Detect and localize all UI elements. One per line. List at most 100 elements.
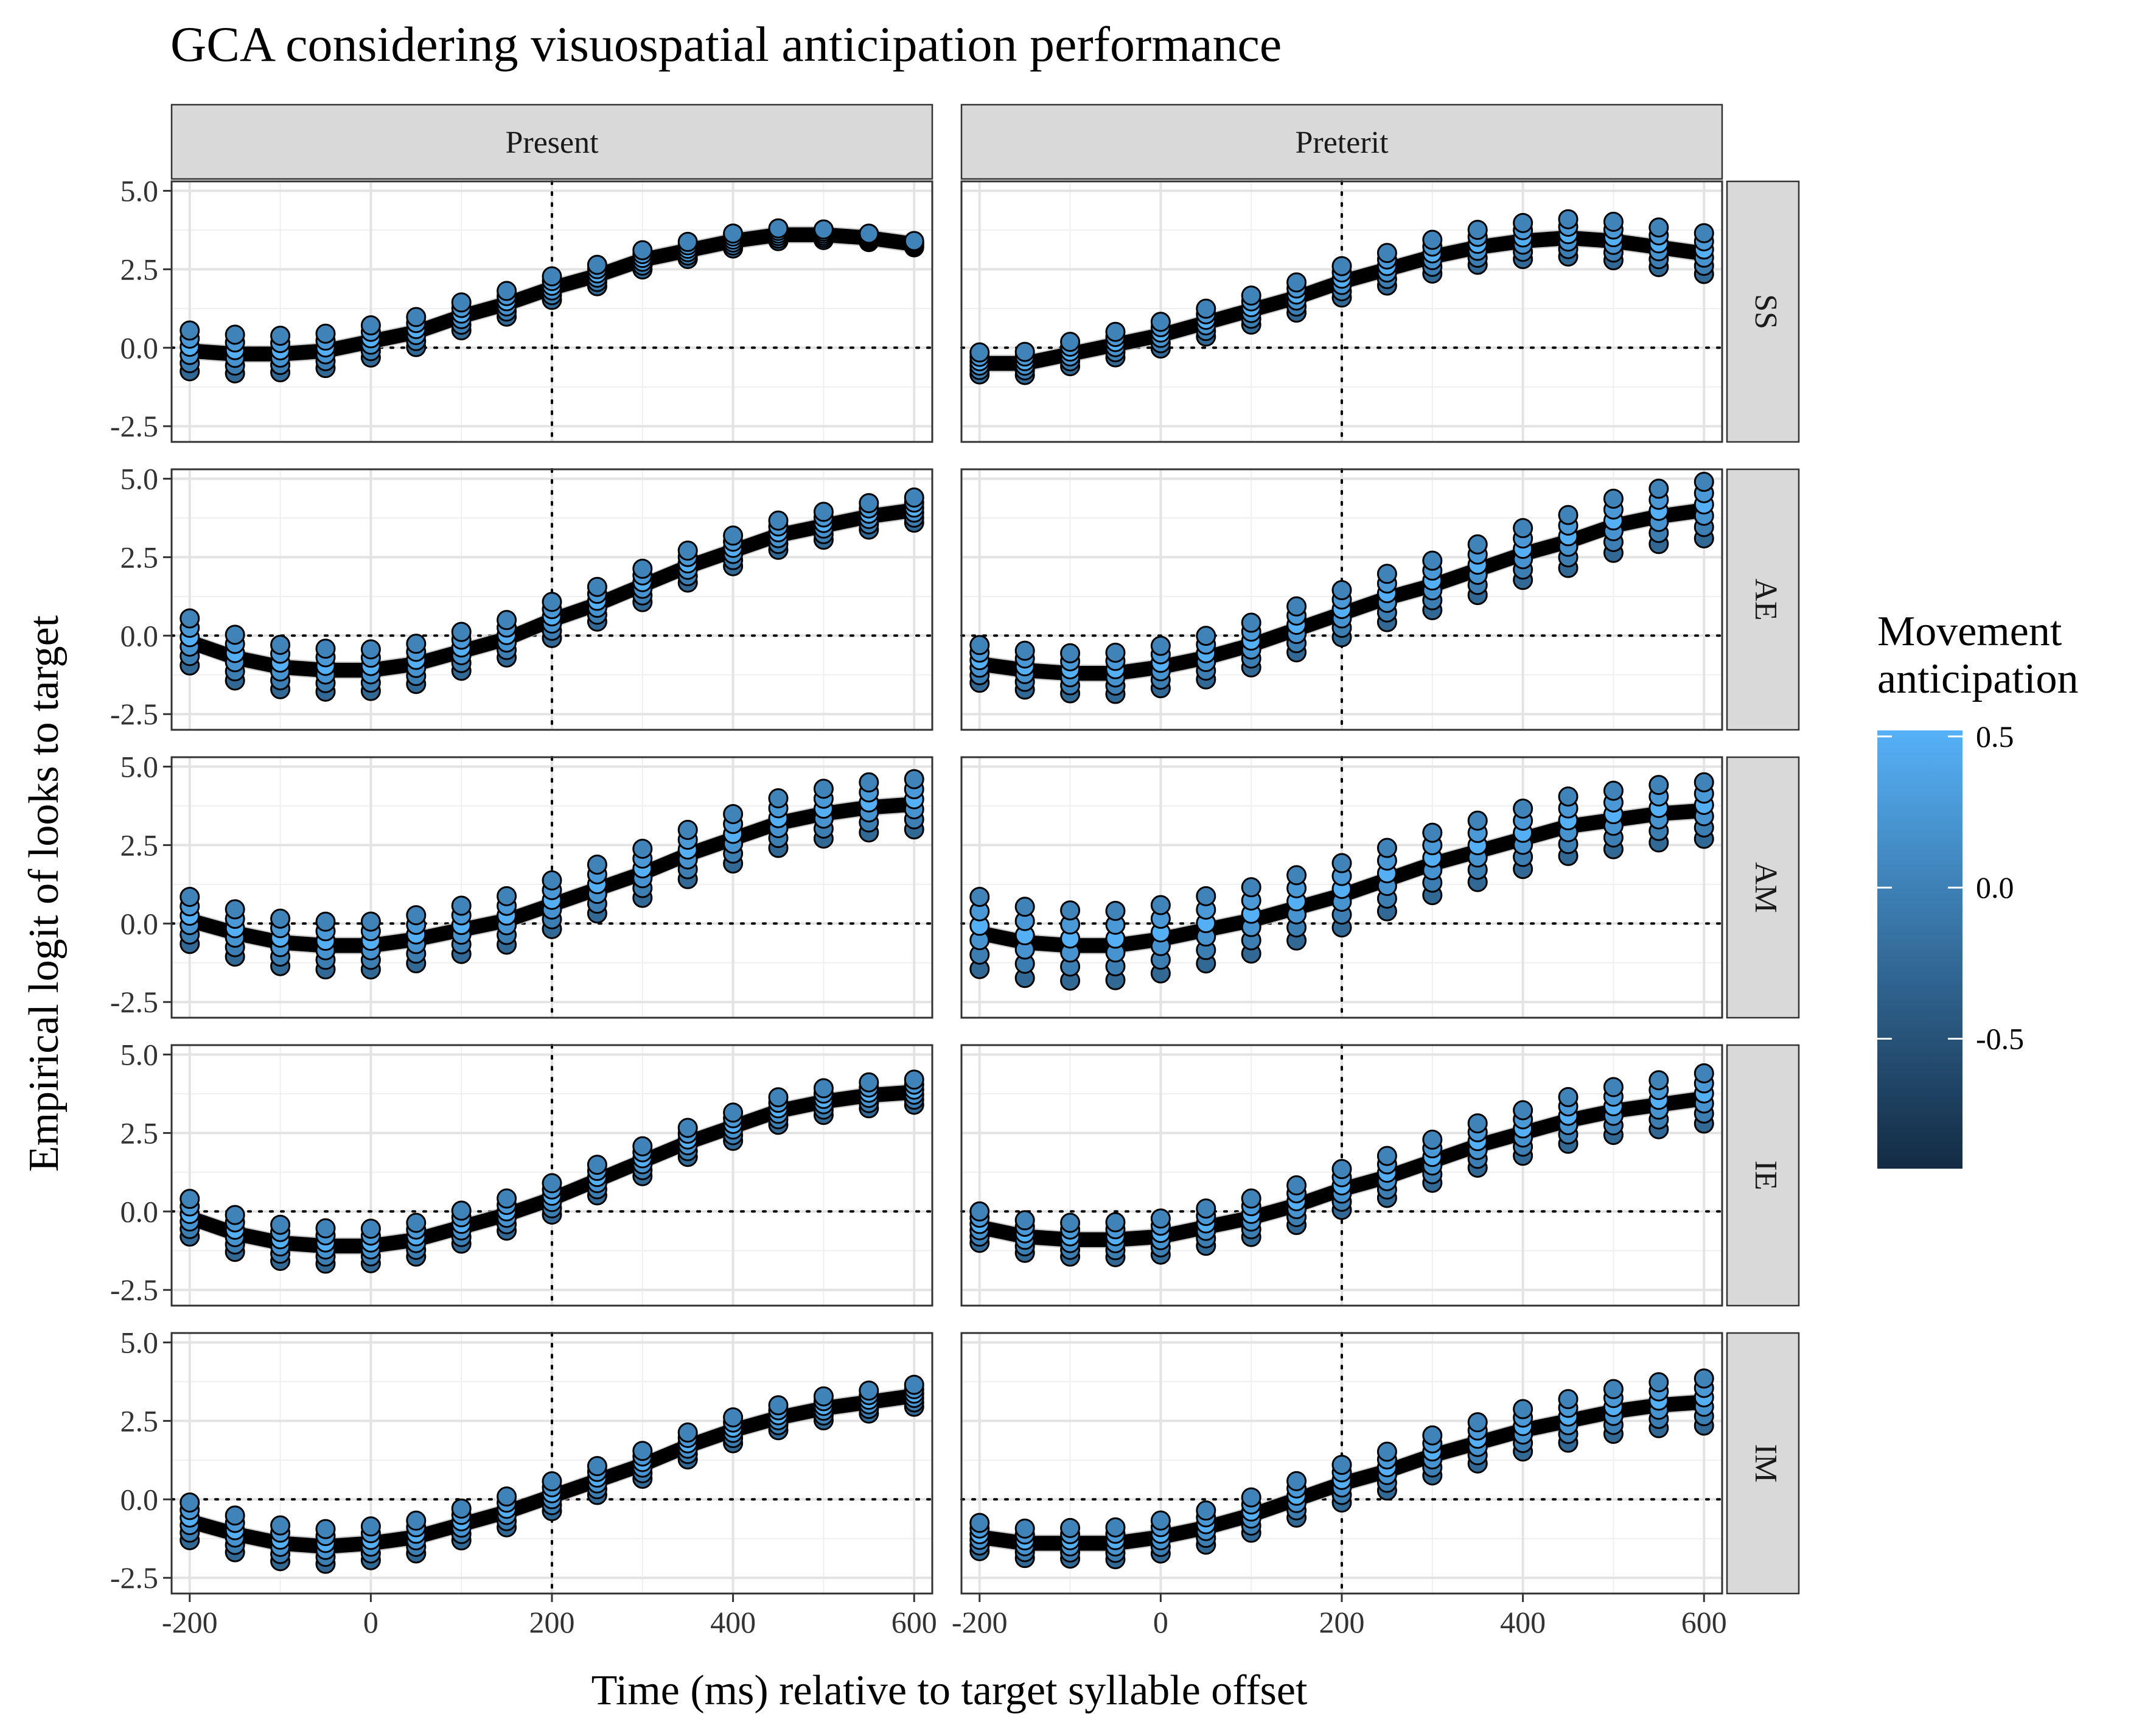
y-tick-label: -2.5	[110, 697, 158, 731]
data-point	[723, 223, 744, 244]
data-point	[1467, 220, 1488, 240]
data-point	[1694, 772, 1714, 793]
data-point	[1558, 1389, 1579, 1410]
data-point	[632, 240, 653, 261]
data-point	[1422, 229, 1443, 250]
data-point	[1105, 901, 1126, 922]
data-point	[1558, 786, 1579, 807]
data-point	[1603, 1077, 1624, 1097]
data-point	[1150, 635, 1171, 656]
row-strip-label: IM	[1748, 1444, 1783, 1483]
data-point	[225, 625, 245, 645]
y-tick-label: 5.0	[120, 461, 159, 495]
data-point	[1105, 321, 1126, 342]
data-point	[1286, 1175, 1307, 1195]
panel-border	[170, 468, 933, 731]
data-point	[768, 1395, 789, 1416]
row-strip	[1726, 180, 1800, 443]
data-point	[768, 510, 789, 531]
data-point	[859, 772, 879, 793]
data-point	[1513, 518, 1533, 539]
y-tick-label: -2.5	[110, 1561, 158, 1595]
data-point	[180, 608, 200, 629]
data-point	[587, 254, 607, 275]
row-strip-label: AE	[1748, 578, 1783, 620]
data-point	[813, 1386, 834, 1407]
y-tick-label: 0.0	[120, 1482, 159, 1516]
data-point	[1196, 1500, 1216, 1521]
data-point	[315, 323, 336, 344]
data-point	[1286, 596, 1307, 617]
data-point	[969, 886, 990, 907]
data-point	[587, 1456, 607, 1477]
data-point	[180, 320, 200, 341]
data-point	[1422, 1425, 1443, 1446]
data-point	[1467, 1412, 1488, 1433]
y-tick-label: 5.0	[120, 173, 159, 208]
facet-panel: -2.5 0.0 2.5 5.0	[110, 749, 933, 1019]
x-tick-label: 200	[529, 1605, 575, 1639]
data-point	[1648, 775, 1669, 796]
color-legend: Movement anticipation 0.5 0.0 -0.5	[1877, 608, 2078, 1169]
data-point	[1467, 1113, 1488, 1134]
x-tick-label: 400	[1500, 1605, 1546, 1639]
data-point	[1513, 1399, 1533, 1419]
data-point	[1241, 1188, 1261, 1209]
data-point	[677, 1118, 698, 1138]
data-point	[969, 635, 990, 656]
facet-panel: -2.5 0.0 2.5 5.0	[110, 461, 933, 731]
data-point	[859, 493, 879, 514]
y-axis-title: Empirical logit of looks to target	[21, 615, 68, 1172]
row-strip	[1726, 468, 1800, 731]
data-point	[904, 1374, 924, 1395]
facet-panels: Present PreteritSSAEAMIEIM-2.50.02.55.0-2…	[110, 103, 1800, 1639]
data-point	[1241, 877, 1261, 898]
data-point	[1422, 822, 1443, 843]
data-point	[497, 886, 517, 906]
data-point	[1105, 642, 1126, 663]
data-point	[1603, 211, 1624, 232]
data-point	[360, 639, 381, 660]
data-point	[723, 525, 744, 546]
facet-panel	[960, 180, 1723, 443]
x-tick-label: 0	[1153, 1605, 1168, 1639]
data-point	[1150, 1208, 1171, 1229]
data-point	[542, 592, 562, 612]
data-point	[1060, 332, 1081, 352]
legend-colorbar	[1877, 730, 1962, 1169]
data-point	[1150, 312, 1171, 332]
y-tick-label: 0.0	[120, 331, 159, 365]
x-tick-label: 600	[891, 1605, 937, 1639]
y-tick-label: -2.5	[110, 409, 158, 443]
data-point	[406, 905, 427, 926]
data-point	[1467, 534, 1488, 555]
panel-border	[170, 180, 933, 443]
data-point	[677, 819, 698, 840]
column-strip-label: Preterit	[1295, 125, 1389, 160]
data-point	[1376, 838, 1397, 858]
data-point	[1105, 1517, 1126, 1538]
x-tick-label: -200	[162, 1605, 218, 1639]
data-point	[1196, 626, 1216, 646]
data-point	[1286, 865, 1307, 886]
data-point	[315, 1519, 336, 1539]
data-point	[1105, 1212, 1126, 1233]
data-point	[1422, 550, 1443, 571]
data-point	[270, 908, 291, 929]
y-tick-label: 2.5	[120, 540, 159, 574]
y-tick-label: 0.0	[120, 906, 159, 940]
y-tick-label: -2.5	[110, 985, 158, 1019]
x-axis-title: Time (ms) relative to target syllable of…	[591, 1667, 1308, 1714]
data-point	[225, 899, 245, 920]
data-point	[1060, 900, 1081, 921]
data-point	[1196, 1198, 1216, 1219]
data-point	[904, 769, 924, 789]
data-point	[1603, 780, 1624, 801]
data-point	[360, 911, 381, 932]
data-point	[542, 266, 562, 287]
data-point	[587, 576, 607, 597]
data-point	[1558, 505, 1579, 525]
data-point	[859, 223, 879, 244]
facet-panel: -2.5 0.0 2.5 5.0	[110, 173, 933, 443]
row-strip-label: AM	[1748, 862, 1783, 913]
